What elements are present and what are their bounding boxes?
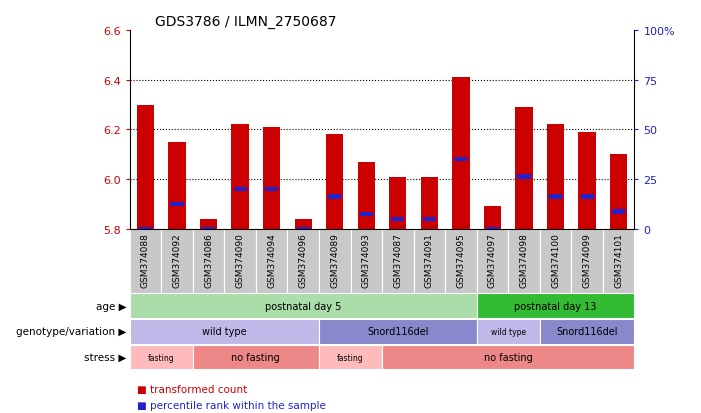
Bar: [130, 294, 477, 318]
Bar: [233, 188, 247, 192]
Text: GSM374092: GSM374092: [172, 233, 182, 287]
Bar: [202, 227, 215, 231]
Bar: [170, 202, 184, 206]
Text: GSM374089: GSM374089: [330, 233, 339, 287]
Bar: [360, 212, 373, 216]
Bar: [580, 195, 594, 199]
Bar: [287, 229, 319, 293]
Bar: [515, 108, 533, 229]
Bar: [477, 229, 508, 293]
Text: ■ transformed count: ■ transformed count: [137, 385, 247, 394]
Text: postnatal day 5: postnatal day 5: [265, 301, 341, 311]
Text: GSM374097: GSM374097: [488, 233, 497, 287]
Text: GSM374093: GSM374093: [362, 233, 371, 287]
Bar: [193, 345, 319, 370]
Bar: [540, 319, 634, 344]
Text: GSM374095: GSM374095: [456, 233, 465, 287]
Bar: [382, 345, 634, 370]
Text: fasting: fasting: [148, 353, 175, 362]
Bar: [423, 217, 436, 221]
Bar: [294, 219, 312, 229]
Text: ■ percentile rank within the sample: ■ percentile rank within the sample: [137, 400, 325, 410]
Bar: [130, 229, 161, 293]
Text: no fasting: no fasting: [484, 352, 533, 362]
Bar: [389, 177, 407, 229]
Text: GSM374101: GSM374101: [614, 233, 623, 287]
Bar: [452, 78, 470, 229]
Bar: [382, 229, 414, 293]
Text: GSM374098: GSM374098: [519, 233, 529, 287]
Bar: [137, 105, 154, 229]
Bar: [319, 319, 477, 344]
Text: GSM374091: GSM374091: [425, 233, 434, 287]
Text: GDS3786 / ILMN_2750687: GDS3786 / ILMN_2750687: [155, 14, 336, 28]
Bar: [454, 158, 468, 162]
Bar: [391, 217, 404, 221]
Bar: [358, 162, 375, 229]
Text: postnatal day 13: postnatal day 13: [515, 301, 597, 311]
Bar: [508, 229, 540, 293]
Bar: [477, 319, 540, 344]
Text: GSM374094: GSM374094: [267, 233, 276, 287]
Text: wild type: wild type: [202, 327, 247, 337]
Bar: [578, 133, 596, 229]
Text: wild type: wild type: [491, 327, 526, 336]
Bar: [350, 229, 382, 293]
Bar: [414, 229, 445, 293]
Bar: [326, 135, 343, 229]
Text: fasting: fasting: [337, 353, 364, 362]
Bar: [547, 125, 564, 229]
Bar: [168, 142, 186, 229]
Bar: [319, 345, 382, 370]
Bar: [517, 175, 531, 179]
Bar: [486, 227, 499, 231]
Bar: [549, 195, 562, 199]
Text: GSM374099: GSM374099: [583, 233, 592, 287]
Text: GSM374086: GSM374086: [204, 233, 213, 287]
Bar: [421, 177, 438, 229]
Bar: [139, 227, 152, 231]
Bar: [130, 345, 193, 370]
Bar: [571, 229, 603, 293]
Bar: [256, 229, 287, 293]
Text: GSM374088: GSM374088: [141, 233, 150, 287]
Bar: [200, 219, 217, 229]
Bar: [263, 128, 280, 229]
Bar: [612, 210, 625, 214]
Bar: [193, 229, 224, 293]
Bar: [484, 207, 501, 229]
Text: Snord116del: Snord116del: [557, 327, 618, 337]
Bar: [161, 229, 193, 293]
Bar: [328, 195, 341, 199]
Text: GSM374090: GSM374090: [236, 233, 245, 287]
Bar: [319, 229, 350, 293]
Bar: [224, 229, 256, 293]
Text: GSM374100: GSM374100: [551, 233, 560, 287]
Text: genotype/variation ▶: genotype/variation ▶: [16, 327, 126, 337]
Bar: [540, 229, 571, 293]
Bar: [297, 227, 310, 231]
Text: GSM374087: GSM374087: [393, 233, 402, 287]
Bar: [610, 155, 627, 229]
Bar: [603, 229, 634, 293]
Bar: [445, 229, 477, 293]
Text: age ▶: age ▶: [95, 301, 126, 311]
Bar: [477, 294, 634, 318]
Text: no fasting: no fasting: [231, 352, 280, 362]
Text: GSM374096: GSM374096: [299, 233, 308, 287]
Text: stress ▶: stress ▶: [84, 352, 126, 362]
Bar: [130, 319, 319, 344]
Bar: [265, 188, 278, 192]
Text: Snord116del: Snord116del: [367, 327, 428, 337]
Bar: [231, 125, 249, 229]
